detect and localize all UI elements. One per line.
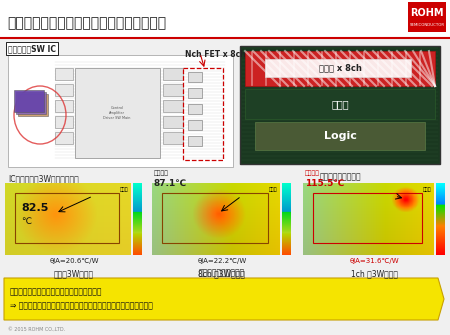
Text: ローサイドSW IC: ローサイドSW IC (8, 44, 56, 53)
Text: 全面で3Wを消費: 全面で3Wを消費 (54, 269, 94, 278)
Bar (16, 92, 46, 114)
Text: チップレイアウト図: チップレイアウト図 (319, 172, 361, 181)
Bar (55, 132, 73, 144)
Bar (0, 0, 450, 38)
Bar (15, 193, 119, 243)
Bar (8, 55, 233, 167)
Text: © 2015 ROHM CO.,LTD.: © 2015 ROHM CO.,LTD. (8, 327, 65, 332)
Bar (163, 68, 183, 80)
Bar (245, 51, 435, 86)
Bar (240, 46, 440, 164)
Bar (188, 104, 202, 114)
Bar (14, 90, 44, 112)
Text: 発熱源 x 8ch: 発熱源 x 8ch (319, 64, 361, 72)
Text: ROHM: ROHM (410, 8, 444, 18)
Text: SEMICONDUCTOR: SEMICONDUCTOR (410, 23, 445, 27)
Bar (18, 94, 48, 116)
Text: ⇒ 適当なチップで測定した熱抵抗を熱設計に使用するのは危険！！: ⇒ 適当なチップで測定した熱抵抗を熱設計に使用するのは危険！！ (10, 301, 153, 310)
Bar (163, 116, 183, 128)
Polygon shape (4, 278, 444, 320)
Text: θJA=31.6℃/W: θJA=31.6℃/W (350, 258, 399, 264)
Bar (313, 193, 422, 243)
Bar (163, 84, 183, 96)
Text: Nch FET x 8ch: Nch FET x 8ch (185, 50, 246, 59)
Bar (255, 122, 425, 150)
Bar (408, 2, 446, 32)
Bar (55, 68, 73, 80)
Bar (188, 72, 202, 82)
Text: 1ch で3Wを消費: 1ch で3Wを消費 (351, 269, 398, 278)
Bar (183, 68, 223, 160)
Text: 8ch で3Wを消費: 8ch で3Wを消費 (198, 269, 246, 278)
Text: 最高温度: 最高温度 (154, 170, 169, 176)
Text: θJA=20.6℃/W: θJA=20.6℃/W (49, 258, 99, 264)
Text: シミュレーション結果: シミュレーション結果 (199, 268, 245, 277)
Bar (188, 120, 202, 130)
Bar (75, 68, 160, 158)
Text: ICでの損失を3Wとした場合、: ICでの損失を3Wとした場合、 (8, 174, 79, 183)
Text: ℃: ℃ (21, 217, 31, 226)
Text: 87.1℃: 87.1℃ (154, 179, 187, 188)
Text: チップ: チップ (423, 187, 431, 192)
Bar (188, 88, 202, 98)
Text: チップ: チップ (119, 187, 128, 192)
Text: θJA=22.2℃/W: θJA=22.2℃/W (198, 258, 247, 264)
Bar (163, 132, 183, 144)
Text: 発熱が局所的になるほど熱抵抗は高くなる。: 発熱が局所的になるほど熱抵抗は高くなる。 (10, 287, 103, 296)
Bar (265, 59, 411, 77)
Bar (55, 116, 73, 128)
Bar (162, 193, 268, 243)
Bar (245, 89, 435, 119)
Bar (55, 100, 73, 112)
Text: 熱抵抗測定の標準化と現実との誤差（４）: 熱抵抗測定の標準化と現実との誤差（４） (7, 16, 166, 30)
Text: 115.5℃: 115.5℃ (305, 179, 344, 188)
Text: チップ: チップ (268, 187, 277, 192)
Text: Logic: Logic (324, 131, 356, 141)
Text: 最高温度: 最高温度 (305, 170, 320, 176)
Bar (163, 100, 183, 112)
Bar (188, 136, 202, 146)
Text: その他: その他 (331, 99, 349, 109)
Text: Control
Amplifier
Driver SW Main: Control Amplifier Driver SW Main (104, 107, 130, 120)
Bar (55, 84, 73, 96)
Text: 82.5: 82.5 (21, 203, 49, 213)
